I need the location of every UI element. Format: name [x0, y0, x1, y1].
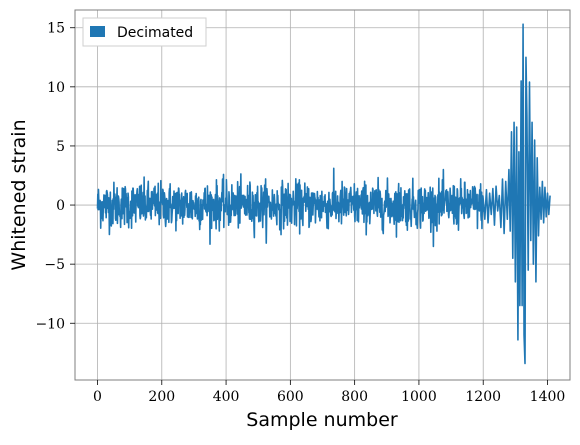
x-tick-label: 0: [93, 389, 102, 405]
x-tick-label: 600: [277, 389, 304, 405]
series-line-decimated: [96, 23, 551, 365]
ticks: 0 200 400 600 800 1000 1200 1400 −10 −5 0 5 10 15: [35, 21, 565, 405]
series-layer: [96, 23, 551, 365]
y-tick-label: −10: [35, 316, 65, 332]
x-tick-label: 1000: [401, 389, 437, 405]
y-tick-label: 5: [56, 139, 65, 155]
x-tick-label: 400: [213, 389, 240, 405]
x-axis-label: Sample number: [246, 409, 398, 431]
x-tick-label: 1400: [530, 389, 566, 405]
legend: Decimated: [82, 17, 207, 47]
y-tick-label: −5: [44, 257, 65, 273]
y-tick-label: 0: [56, 198, 65, 214]
legend-swatch: [90, 26, 105, 37]
y-axis-label: Whitened strain: [8, 119, 30, 270]
x-tick-label: 200: [148, 389, 175, 405]
x-tick-label: 1200: [465, 389, 501, 405]
y-tick-label: 15: [47, 21, 65, 37]
x-tick-label: 800: [341, 389, 368, 405]
y-tick-label: 10: [47, 80, 65, 96]
plot-frame: [74, 9, 571, 381]
legend-label: Decimated: [117, 25, 193, 41]
